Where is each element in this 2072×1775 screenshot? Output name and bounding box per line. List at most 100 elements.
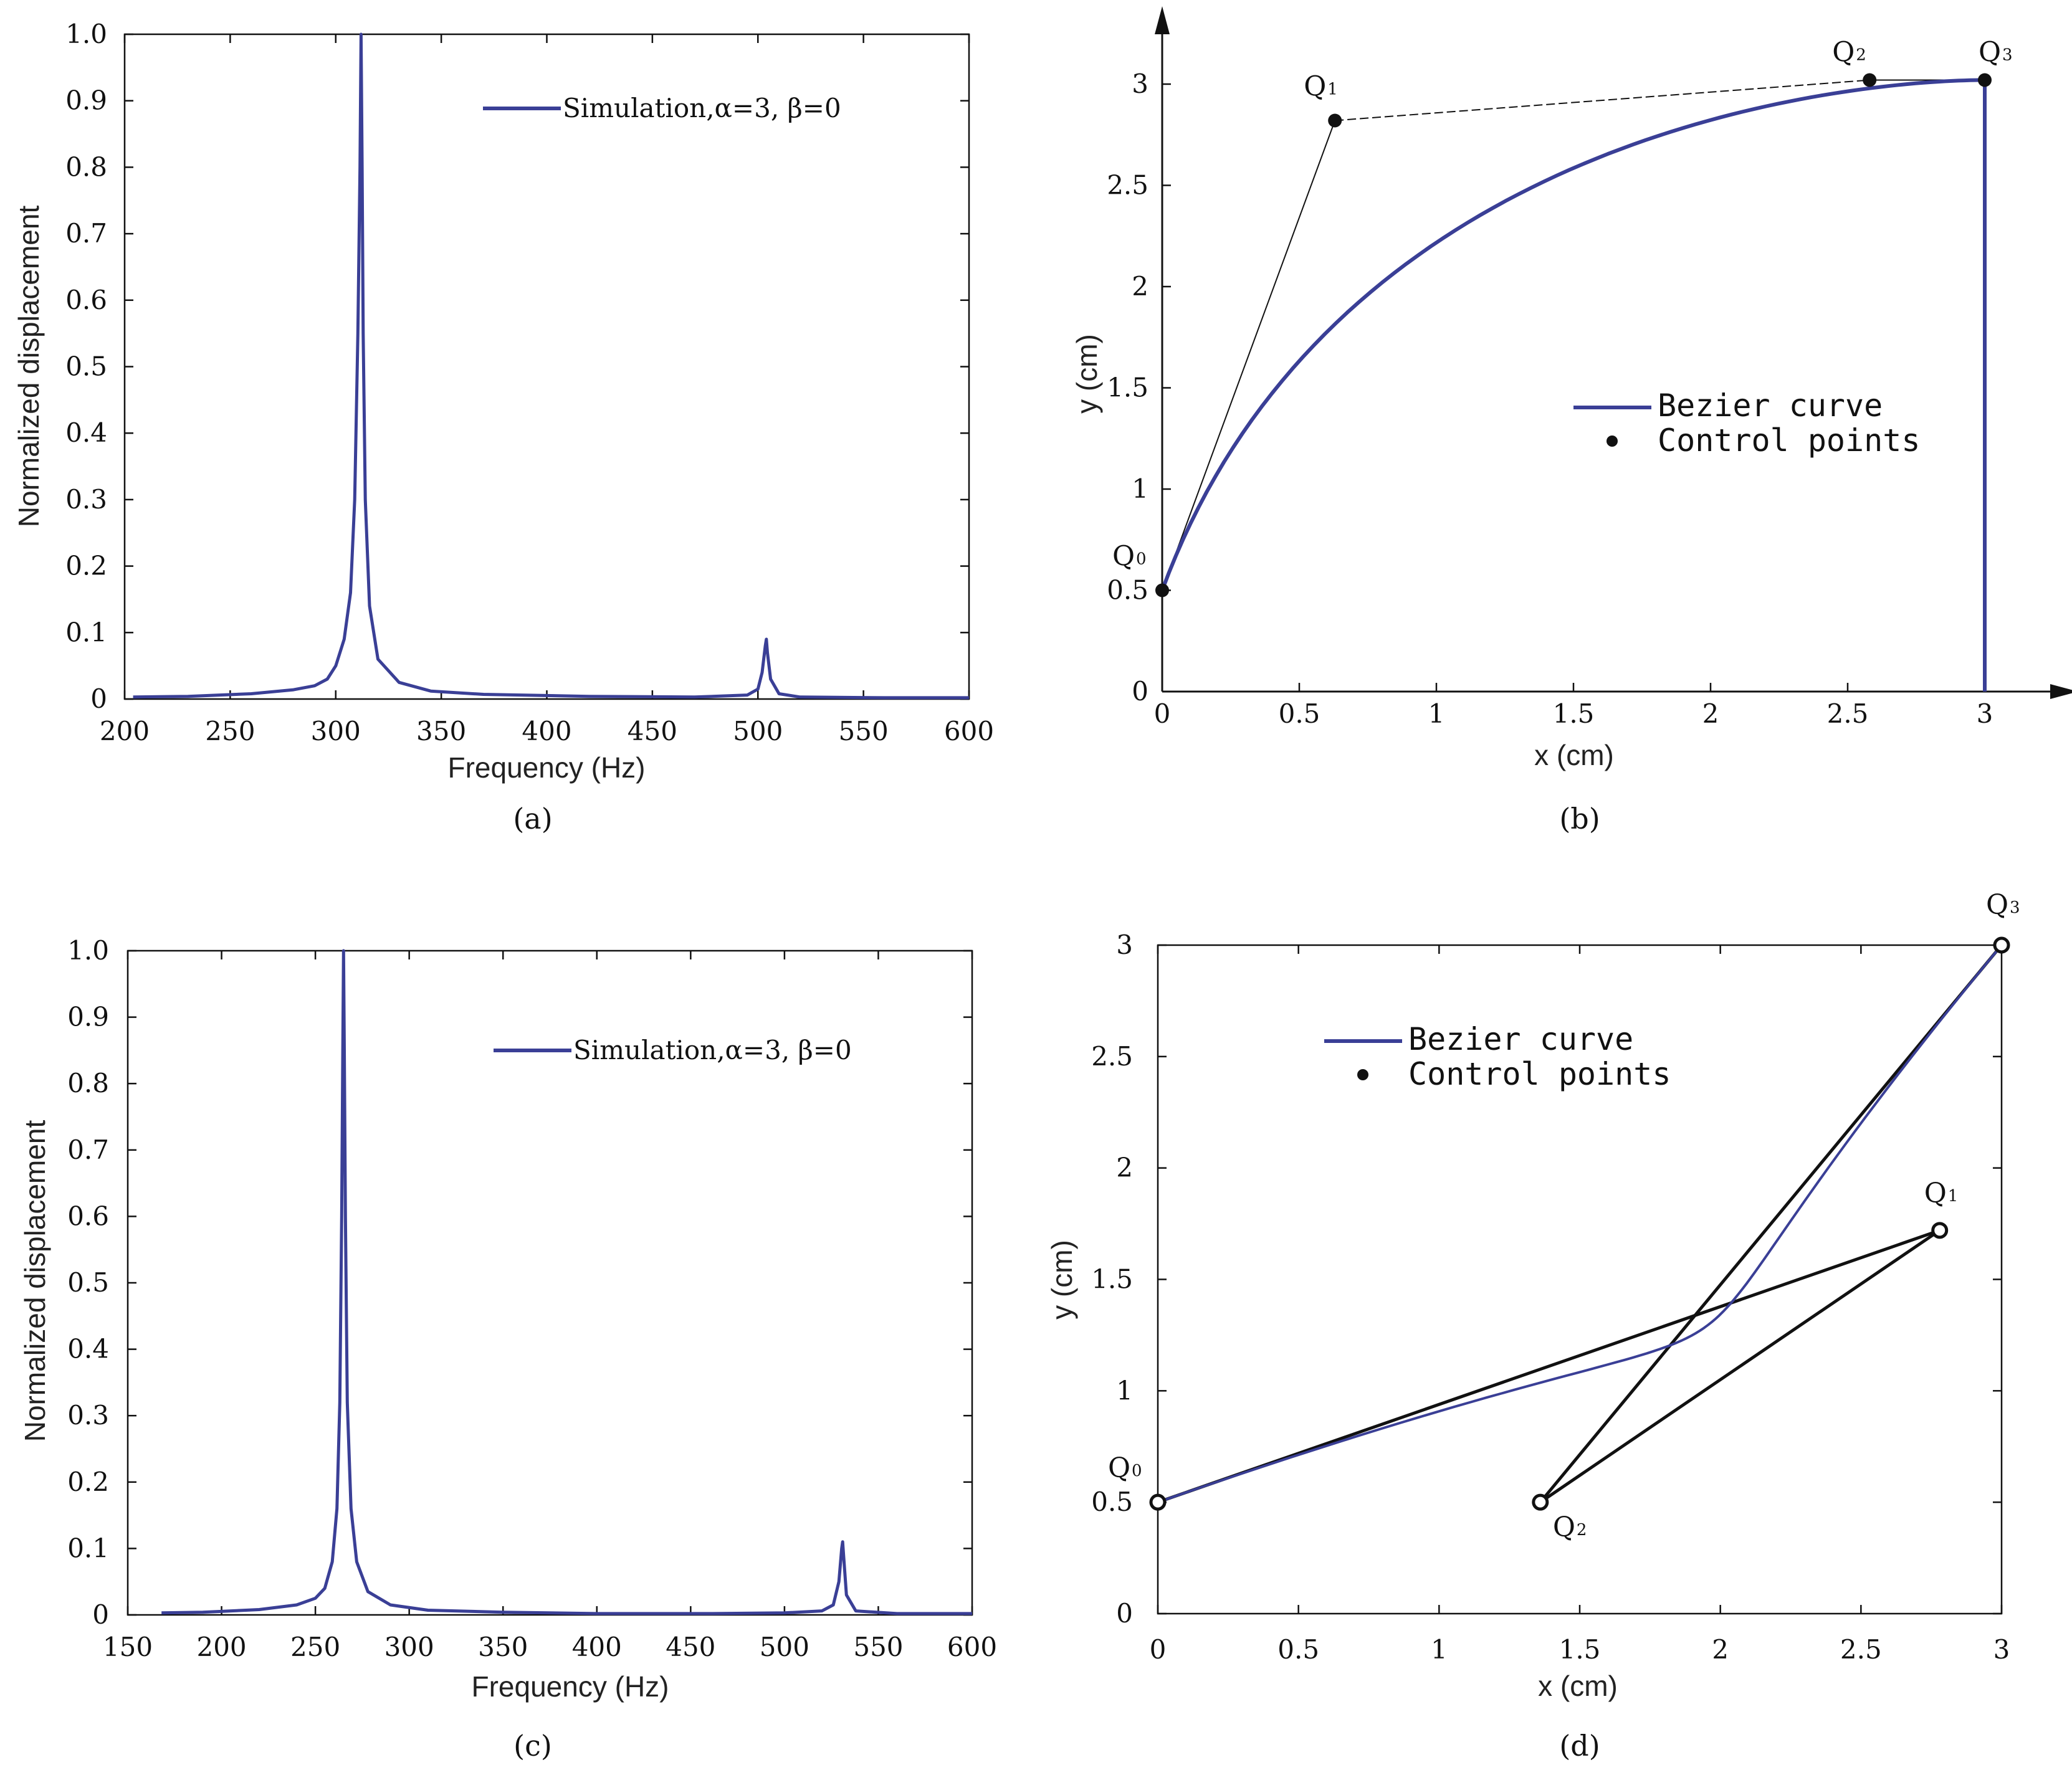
panel-d: 0 0.5 1 1.5 2 2.5 3 0 0.5 1 1.5 2 2.5 3 x (cm) y (cm) (d… <box>1046 889 2020 1763</box>
x-tick-label: 600 <box>947 1632 997 1662</box>
y-tick-label: 0.2 <box>65 551 107 581</box>
y-tick-label: 0.2 <box>67 1467 109 1497</box>
y-tick-label: 0.9 <box>67 1002 109 1032</box>
control-point-marker <box>1149 1493 1167 1511</box>
x-tick-label: 450 <box>666 1632 715 1662</box>
x-tick-label: 200 <box>196 1632 246 1662</box>
y-tick-label: 0.5 <box>1091 1487 1133 1517</box>
y-tick-label: 0.8 <box>65 151 107 182</box>
y-tick-label: 0.5 <box>67 1267 109 1298</box>
x-tick-label: 550 <box>839 716 889 746</box>
x-tick-label: 200 <box>100 716 150 746</box>
y-tick-label: 1.0 <box>65 19 107 49</box>
y-tick-label: 0 <box>90 683 107 714</box>
y-tick-label: 2.5 <box>1107 170 1148 201</box>
bezier-curve <box>1157 944 2003 1504</box>
series-line <box>133 32 969 700</box>
control-point-label: Q <box>1986 889 2008 921</box>
control-point-subscript: 0 <box>1136 550 1147 569</box>
control-point-label: Q <box>1112 541 1135 573</box>
control-point-marker <box>1931 1222 1949 1239</box>
control-point-subscript: 2 <box>1856 46 1866 65</box>
control-point-subscript: 1 <box>1327 80 1338 99</box>
x-tick-label: 2.5 <box>1827 698 1869 729</box>
legend-points-label: Control points <box>1408 1056 1671 1092</box>
control-polygon-segment <box>1335 79 1870 121</box>
y-tick-label: 0.5 <box>65 351 107 382</box>
plot-frame <box>123 33 970 700</box>
x-tick-label: 400 <box>522 716 571 746</box>
x-tick-label: 1.5 <box>1553 698 1595 729</box>
panel-b: 0 0.5 1 1.5 2 2.5 3 0 0.5 1 1.5 2 2.5 3 x (cm) y (cm) (b… <box>1071 6 2072 835</box>
legend-label: Simulation,α=3, β=0 <box>573 1035 852 1065</box>
y-tick-label: 0.6 <box>65 285 107 315</box>
panel-a: 200 250 300 350 400 450 500 550 600 0 0.1 0.2 0.3 0.4… <box>12 19 994 835</box>
control-point-label: Q <box>1304 71 1326 103</box>
y-axis-label: Normalized displacement <box>12 206 45 528</box>
y-tick-label: 0 <box>1116 1598 1133 1629</box>
y-tick-label: 0.7 <box>67 1135 109 1165</box>
x-tick-label: 2 <box>1702 698 1719 729</box>
control-point-subscript: 1 <box>1948 1187 1959 1206</box>
control-point-marker <box>1978 73 1992 87</box>
y-tick-label: 2 <box>1116 1153 1133 1183</box>
panel-caption: (d) <box>1559 1729 1600 1763</box>
x-axis-label: Frequency (Hz) <box>472 1670 669 1703</box>
control-point-label: Q <box>1924 1178 1947 1209</box>
x-tick-label: 350 <box>416 716 466 746</box>
y-tick-label: 0.1 <box>67 1533 109 1563</box>
x-tick-label: 3 <box>1977 698 1993 729</box>
control-point-label: Q <box>1108 1452 1130 1484</box>
x-tick-label: 550 <box>853 1632 903 1662</box>
x-tick-label: 450 <box>628 716 677 746</box>
control-point-subscript: 2 <box>1577 1521 1587 1539</box>
x-tick-label: 250 <box>205 716 255 746</box>
y-axis-arrow <box>1155 6 1170 34</box>
y-tick-label: 0.6 <box>67 1201 109 1231</box>
panel-caption: (c) <box>513 1729 552 1763</box>
x-tick-label: 400 <box>572 1632 622 1662</box>
legend-point-sample <box>1357 1069 1368 1080</box>
control-point-label: Q <box>1553 1511 1575 1543</box>
x-tick-label: 1.5 <box>1559 1634 1601 1665</box>
y-axis-label: y (cm) <box>1071 334 1103 414</box>
y-axis-label: Normalized displacement <box>19 1120 51 1442</box>
y-tick-label: 2.5 <box>1091 1041 1133 1072</box>
y-tick-label: 0.4 <box>67 1334 109 1364</box>
control-polygon-segment <box>1539 1229 1941 1504</box>
y-tick-label: 0.4 <box>65 417 107 448</box>
y-tick-label: 3 <box>1132 69 1148 99</box>
x-tick-label: 1 <box>1431 1634 1448 1665</box>
x-tick-label: 2.5 <box>1840 1634 1882 1665</box>
x-axis-label: x (cm) <box>1534 739 1614 771</box>
y-axis-label: y (cm) <box>1046 1240 1078 1320</box>
x-axis-arrow <box>2050 684 2072 699</box>
control-point-subscript: 0 <box>1132 1462 1142 1480</box>
x-tick-label: 0.5 <box>1277 1634 1319 1665</box>
control-polygon-segment <box>1539 944 2003 1503</box>
y-tick-label: 3 <box>1116 930 1133 960</box>
legend-curve-label: Bezier curve <box>1658 388 1883 424</box>
panel-c: 150 200 250 300 350 400 450 500 550 600 0 0.1 0.2 0.3… <box>19 935 997 1763</box>
y-tick-label: 0.7 <box>65 218 107 249</box>
x-axis-label: x (cm) <box>1538 1670 1618 1702</box>
y-tick-label: 0.3 <box>67 1400 109 1430</box>
y-tick-label: 0.1 <box>65 617 107 647</box>
x-tick-label: 600 <box>944 716 994 746</box>
x-tick-label: 0 <box>1154 698 1171 729</box>
y-tick-label: 1.0 <box>67 935 109 966</box>
y-tick-label: 2 <box>1132 271 1148 302</box>
panel-caption: (b) <box>1559 802 1600 835</box>
y-tick-label: 0 <box>92 1599 109 1630</box>
control-point-subscript: 3 <box>2002 46 2013 65</box>
control-polygon-segment <box>1162 120 1336 591</box>
x-tick-label: 300 <box>384 1632 434 1662</box>
panel-caption: (a) <box>513 802 552 835</box>
x-tick-label: 350 <box>478 1632 528 1662</box>
x-tick-label: 1 <box>1428 698 1445 729</box>
series-line <box>161 949 972 1616</box>
legend-point-sample <box>1607 435 1618 447</box>
control-point-marker <box>1532 1493 1549 1511</box>
x-tick-label: 0.5 <box>1279 698 1320 729</box>
